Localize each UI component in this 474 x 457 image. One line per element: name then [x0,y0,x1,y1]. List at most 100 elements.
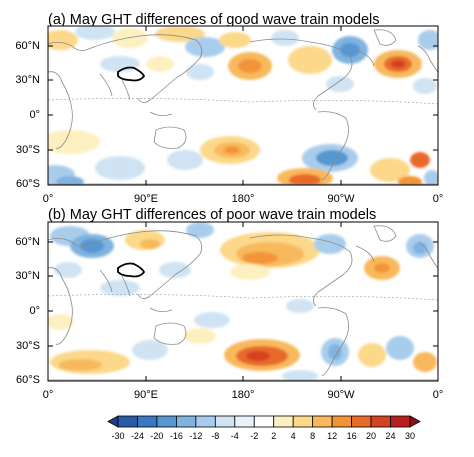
tibetan-plateau-outline [117,262,146,278]
anomaly-region [219,32,251,48]
anomaly-region [316,150,348,166]
colorbar-box [351,415,372,428]
x-tick-label: 0° [432,389,444,401]
anomaly-region [410,152,430,168]
anomaly-region [159,262,191,278]
colorbar-box [273,415,294,428]
anomaly-region [328,344,342,360]
x-tick-label: 0° [42,193,54,205]
anomaly-region [186,222,214,238]
colorbar-tick-label: -4 [230,431,239,441]
anomaly-region [146,56,174,72]
anomaly-region [75,26,115,40]
anomaly-region [358,343,386,367]
panel-a-title: (a) May GHT differences of good wave tra… [48,12,380,28]
anomaly-region [140,239,160,249]
anomaly-region [167,150,203,170]
panel-b-title: (b) May GHT differences of poor wave tra… [48,207,377,223]
x-tick-label: 180° [231,389,255,401]
anomaly-region [185,37,225,57]
anomaly-region [413,352,437,372]
colorbar-tick-label: 2 [271,431,277,441]
anomaly-region [186,64,214,80]
anomaly-region [246,351,270,361]
panel-a-map [48,26,438,185]
anomaly-region [56,176,84,185]
anomaly-region [326,76,354,92]
anomaly-region [230,264,270,280]
anomaly-region [54,262,82,278]
anomaly-region [112,28,148,48]
colorbar-tick-label: -2 [250,431,259,441]
anomaly-region [238,59,262,73]
y-tick-label: 30°N [15,270,40,282]
anomaly-region [386,336,414,360]
tibetan-plateau-outline [117,66,146,82]
anomaly-region [271,30,299,46]
colorbar-tick-label: 24 [385,431,396,441]
anomaly-region [288,46,332,74]
y-tick-label: 30°S [16,340,40,352]
panel-b-map [48,222,438,381]
anomaly-region [100,280,140,296]
anomaly-region [155,26,205,42]
colorbar-box [175,415,197,428]
colorbar-tick-label: -20 [150,431,164,441]
colorbar-min-arrow [107,415,119,428]
anomaly-region [374,263,390,273]
x-tick-label: 180° [231,193,255,205]
anomaly-region [286,299,314,313]
anomaly-region [184,328,216,344]
anomaly-region [370,158,410,182]
anomaly-region [340,43,360,57]
y-tick-label: 60°N [15,40,40,52]
panel-b-axis-ticks [48,222,438,381]
colorbar [107,415,421,428]
anomaly-region [289,174,321,185]
colorbar-box [370,415,391,428]
colorbar-tick-label: 16 [346,431,357,441]
colorbar-tick-label: 12 [327,431,338,441]
y-tick-label: 60°S [16,178,40,190]
anomaly-region [80,239,104,253]
anomaly-region [391,60,405,68]
anomaly-region [314,234,346,254]
x-tick-label: 0° [432,193,444,205]
colorbar-box [214,415,236,428]
colorbar-tick-label: -12 [189,431,203,441]
anomaly-region [48,130,100,154]
y-tick-label: 30°N [15,74,40,86]
anomaly-region [194,312,230,328]
y-tick-label: 60°S [16,374,40,386]
colorbar-box [253,415,275,428]
anomaly-region [413,78,437,94]
y-tick-label: 30°S [16,144,40,156]
colorbar-tick-label: 4 [290,431,296,441]
colorbar-tick-label: 8 [310,431,316,441]
colorbar-box [156,415,177,428]
colorbar-tick-label: -30 [111,431,125,441]
y-tick-label: 60°N [15,236,40,248]
anomaly-region [413,242,427,254]
x-tick-label: 90°W [327,389,355,401]
anomaly-region [48,314,74,330]
colorbar-box [390,415,411,428]
colorbar-box [234,415,255,428]
x-tick-label: 90°W [327,193,355,205]
anomaly-region [58,359,102,371]
colorbar-tick-label: 30 [404,431,415,441]
anomaly-region [282,370,318,381]
colorbar-box [117,415,138,428]
colorbar-box [195,415,216,428]
colorbar-max-arrow [409,415,421,428]
y-tick-label: 0° [29,305,40,317]
anomaly-region [132,340,168,360]
anomaly-region [242,252,278,264]
anomaly-region [424,170,438,185]
colorbar-box [292,415,314,428]
y-tick-label: 0° [29,109,40,121]
anomaly-region [224,146,240,154]
x-tick-label: 90°E [134,193,158,205]
colorbar-tick-label: -16 [169,431,183,441]
